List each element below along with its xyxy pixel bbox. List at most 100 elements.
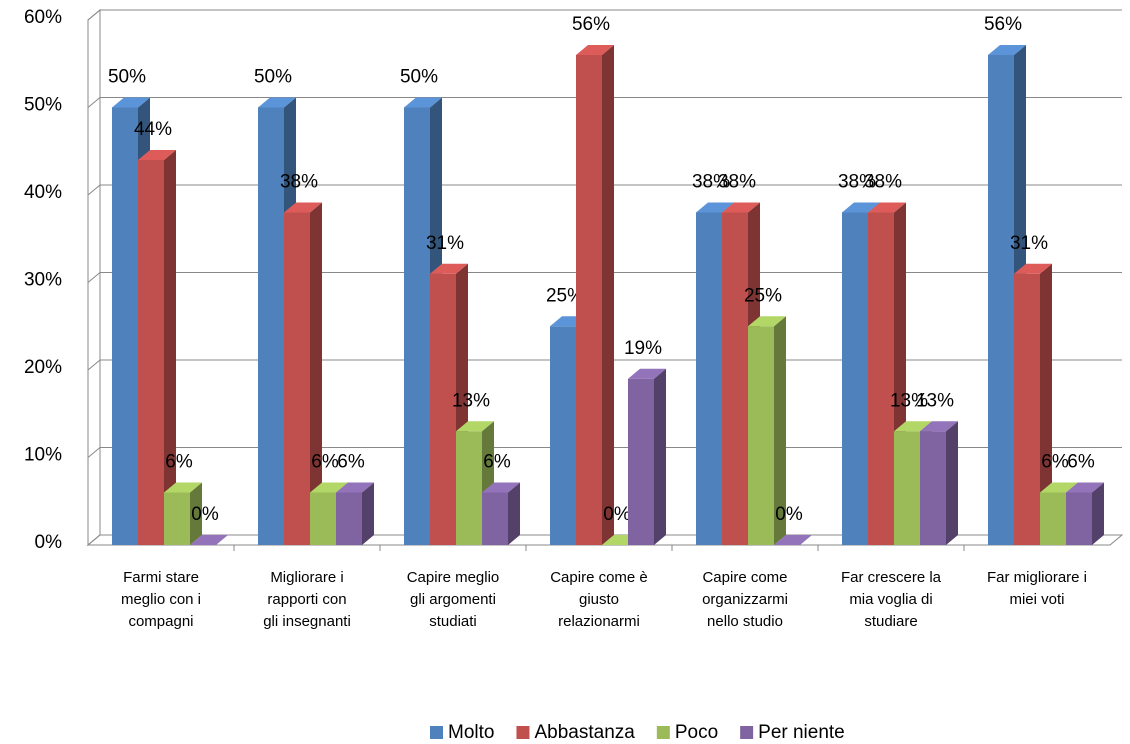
bar-top	[868, 202, 906, 213]
y-tick-label: 60%	[24, 7, 62, 28]
bar	[336, 482, 374, 545]
value-label: 56%	[572, 14, 610, 35]
x-tick-label: Capire come è giusto relazionarmi	[550, 569, 648, 630]
bar-side	[190, 482, 202, 545]
bar	[138, 150, 176, 545]
grid-line	[87, 9, 1122, 21]
bar-top	[774, 535, 812, 545]
bar-front	[164, 492, 190, 545]
legend-swatch	[656, 726, 670, 739]
grid-line	[87, 184, 1122, 196]
bar	[1066, 482, 1104, 545]
bar-top	[284, 202, 322, 213]
value-label: 6%	[1041, 452, 1069, 473]
bar	[164, 482, 202, 545]
bar-front	[842, 212, 868, 545]
y-tick-label: 10%	[24, 445, 62, 466]
value-label: 38%	[718, 172, 756, 193]
bar-front	[894, 431, 920, 545]
legend-label: Poco	[675, 722, 718, 743]
bar-top	[628, 368, 666, 379]
value-label: 44%	[134, 119, 172, 140]
grid-line	[87, 272, 1122, 283]
legend-swatch	[430, 726, 443, 739]
bar-top	[748, 316, 786, 327]
bar-side	[602, 45, 614, 545]
bar-front	[550, 326, 576, 545]
value-label: 38%	[280, 172, 318, 193]
bar-front	[456, 431, 482, 545]
value-label: 19%	[624, 338, 662, 359]
bar	[748, 316, 786, 545]
bar	[1014, 263, 1052, 545]
x-tick-label: Capire come organizzarmi nello studio	[702, 569, 788, 630]
bar-front	[404, 107, 430, 545]
value-label: 6%	[1067, 452, 1095, 473]
bar-side	[310, 202, 322, 545]
value-label: 6%	[483, 452, 511, 473]
bar-top	[1014, 263, 1052, 274]
value-label: 13%	[890, 390, 928, 411]
bar-top	[404, 97, 442, 108]
bar-top	[310, 482, 348, 493]
bar-front	[1066, 492, 1092, 545]
value-label: 38%	[692, 172, 730, 193]
y-tick-label: 20%	[24, 357, 62, 378]
value-label: 50%	[108, 67, 146, 88]
bar	[190, 535, 228, 545]
bar-side	[508, 482, 520, 545]
bar-top	[1066, 482, 1104, 493]
bar-front	[1014, 273, 1040, 545]
value-label: 13%	[916, 390, 954, 411]
x-tick-label: Far crescere la mia voglia di studiare	[841, 569, 942, 630]
legend-swatch	[516, 726, 530, 739]
bar-top	[576, 45, 614, 55]
bar	[482, 482, 520, 545]
value-label: 38%	[864, 172, 902, 193]
bar-top	[722, 202, 760, 213]
bar-top	[112, 97, 150, 108]
bar-front	[988, 55, 1014, 545]
bar-front	[748, 326, 774, 545]
bar	[774, 535, 812, 545]
bar-top	[456, 421, 494, 432]
y-tick-label: 50%	[24, 95, 62, 116]
bar-front	[920, 431, 946, 545]
bar-top	[920, 421, 958, 432]
legend-label: Molto	[448, 722, 494, 743]
bar-top	[482, 482, 520, 493]
bar	[920, 421, 958, 545]
bar-front	[1040, 492, 1066, 545]
value-label: 6%	[311, 452, 339, 473]
bar-side	[164, 150, 176, 545]
x-tick-label: Far migliorare i miei voti	[987, 569, 1087, 608]
value-label: 31%	[426, 233, 464, 254]
x-tick-label: Farmi stare meglio con i compagni	[121, 569, 201, 630]
bar-front	[138, 160, 164, 545]
bar-top	[696, 202, 734, 213]
bar-front	[722, 212, 748, 545]
bar-front	[430, 273, 456, 545]
value-label: 13%	[452, 390, 490, 411]
bar-top	[138, 150, 176, 160]
bar-front	[336, 492, 362, 545]
value-label: 0%	[603, 504, 631, 525]
legend-label: Abbastanza	[534, 722, 635, 743]
value-label: 25%	[744, 285, 782, 306]
bar-side	[1040, 263, 1052, 545]
bar	[576, 45, 614, 545]
y-tick-label: 40%	[24, 182, 62, 203]
bar-front	[258, 107, 284, 545]
legend-swatch	[740, 726, 754, 739]
value-label: 6%	[165, 452, 193, 473]
bar-side	[946, 421, 958, 545]
bar-side	[1092, 482, 1104, 545]
x-tick-label: Migliorare i rapporti con gli insegnanti	[263, 569, 351, 630]
value-label: 50%	[400, 67, 438, 88]
bar-front	[310, 492, 336, 545]
bar-top	[190, 535, 228, 545]
bar-top	[336, 482, 374, 493]
bar-front	[112, 107, 138, 545]
bar-front	[576, 55, 602, 545]
